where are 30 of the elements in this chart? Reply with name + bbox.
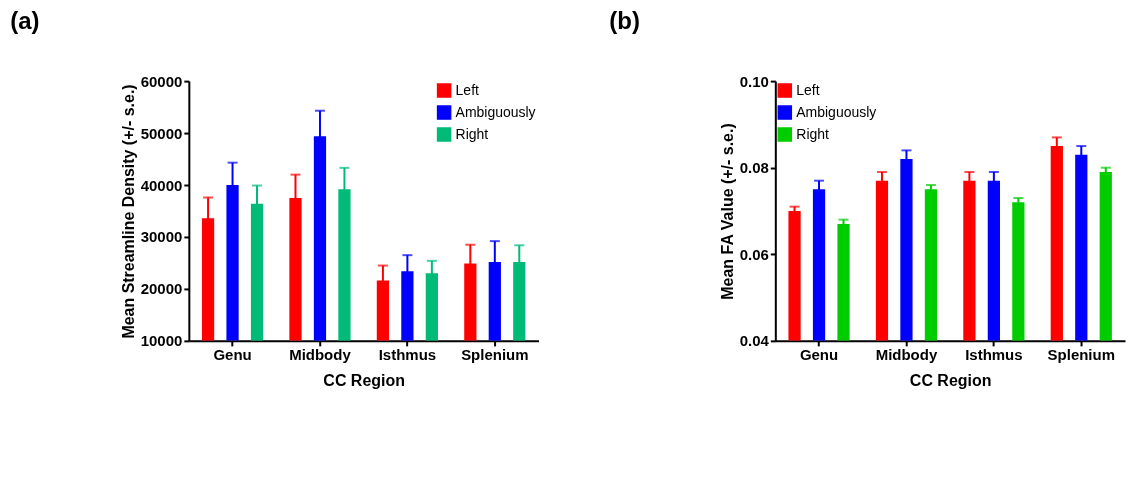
x-tick-label: Midbody	[289, 346, 352, 364]
y-tick-label: 30000	[140, 228, 183, 246]
x-tick-label: Midbody	[875, 346, 938, 364]
x-tick-label: Genu	[799, 346, 839, 364]
x-axis-title: CC Region	[323, 372, 405, 390]
y-tick-label: 0.06	[739, 245, 769, 263]
y-tick-label: 0.10	[739, 72, 769, 90]
chart-title: (b)	[609, 7, 640, 35]
legend-label: Left	[455, 81, 480, 98]
y-tick-label: 10000	[140, 332, 183, 350]
legend-label: Ambiguously	[455, 103, 536, 120]
legend-label: Right	[796, 125, 830, 142]
chart-title: (a)	[10, 7, 40, 35]
x-tick-label: Splenium	[461, 346, 529, 364]
y-tick-label: 20000	[140, 280, 183, 298]
legend-label: Left	[796, 81, 820, 98]
x-tick-label: Splenium	[1047, 346, 1115, 364]
x-axis-title: CC Region	[909, 372, 992, 390]
legend-label: Ambiguously	[796, 103, 877, 120]
y-axis-title: Mean Streamline Density (+/- s.e.)	[119, 84, 137, 339]
x-tick-label: Genu	[213, 346, 252, 364]
y-tick-label: 0.08	[739, 159, 769, 177]
legend-label: Right	[455, 125, 489, 142]
y-tick-label: 0.04	[739, 332, 770, 350]
x-tick-label: Isthmus	[378, 346, 437, 364]
y-axis-title: Mean FA Value (+/- s.e.)	[718, 123, 736, 300]
y-tick-label: 60000	[140, 72, 183, 90]
y-tick-label: 40000	[140, 176, 183, 194]
x-tick-label: Isthmus	[965, 346, 1023, 364]
y-tick-label: 50000	[140, 124, 183, 142]
